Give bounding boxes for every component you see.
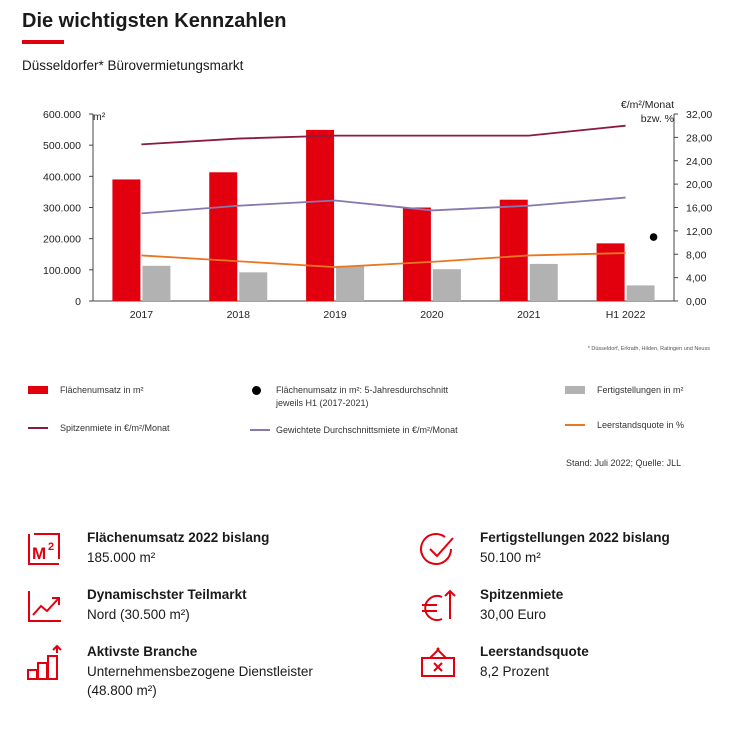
x-tick-label: 2018 xyxy=(227,309,251,321)
legend-label-line2: jeweils H1 (2017-2021) xyxy=(276,398,369,408)
left-tick-label: 600.000 xyxy=(43,109,81,121)
legend-durchschnittsmiete: Gewichtete Durchschnittsmiete in €/m²/Mo… xyxy=(250,424,510,438)
bar-flaechenumsatz xyxy=(402,207,431,301)
legend-swatch-gray-bar xyxy=(565,386,585,394)
legend-label-line1: Flächenumsatz in m²: 5-Jahresdurchschnit… xyxy=(276,385,449,395)
bar-flaechenumsatz xyxy=(596,243,625,301)
svg-text:2: 2 xyxy=(48,541,54,553)
x-tick-label: 2020 xyxy=(420,309,444,321)
bar-fertigstellungen xyxy=(142,265,171,301)
euro-up-icon xyxy=(422,589,456,621)
kpi-title: Leerstandsquote xyxy=(480,644,589,659)
left-tick-label: 200.000 xyxy=(43,234,81,246)
left-tick-label: 400.000 xyxy=(43,171,81,183)
legend-swatch-line xyxy=(565,424,585,426)
line-spitzenmiete xyxy=(141,124,626,146)
page-title: Die wichtigsten Kennzahlen xyxy=(22,10,287,32)
source-note: Stand: Juli 2022; Quelle: JLL xyxy=(566,458,682,468)
right-tick-label: 4,00 xyxy=(686,273,707,285)
chart-tick-labels: 0 100.000 200.000 300.000 400.000 500.000 600.… xyxy=(43,109,712,321)
kpi-value-line2: (48.800 m²) xyxy=(87,683,157,698)
bar-flaechenumsatz xyxy=(209,172,238,301)
legend-leerstandsquote: Leerstandsquote in % xyxy=(565,419,735,433)
legend-swatch-line xyxy=(28,427,48,429)
legend-label: Spitzenmiete in €/m²/Monat xyxy=(60,423,170,433)
kpi-flaechenumsatz: M 2 Flächenumsatz 2022 bislang 185.000 m… xyxy=(25,530,355,574)
kpi-teilmarkt: Dynamischster Teilmarkt Nord (30.500 m²) xyxy=(25,587,355,631)
kpi-title: Dynamischster Teilmarkt xyxy=(87,587,247,602)
bar-fertigstellungen xyxy=(239,272,268,301)
x-tick-label: 2019 xyxy=(323,309,347,321)
chart-axes xyxy=(89,113,678,302)
kpi-title: Flächenumsatz 2022 bislang xyxy=(87,530,270,545)
right-tick-label: 8,00 xyxy=(686,249,707,261)
left-tick-label: 300.000 xyxy=(43,203,81,215)
x-tick-label: 2021 xyxy=(517,309,541,321)
vacancy-sign-icon xyxy=(421,647,455,677)
legend-fertigstellungen: Fertigstellungen in m² xyxy=(565,384,735,398)
kpi-title: Fertigstellungen 2022 bislang xyxy=(480,530,670,545)
checkmark-circle-icon xyxy=(420,533,454,565)
page-subtitle: Düsseldorfer* Bürovermietungsmarkt xyxy=(22,58,244,73)
legend-swatch-black-dot xyxy=(252,386,261,395)
line-durchschnittsmiete xyxy=(141,196,626,215)
kpi-fertigstellungen: Fertigstellungen 2022 bislang 50.100 m² xyxy=(418,530,718,574)
legend-swatch-line xyxy=(250,429,270,431)
kpi-spitzenmiete: Spitzenmiete 30,00 Euro xyxy=(418,587,718,631)
chart-bars xyxy=(112,129,655,301)
kpi-branche: Aktivste Branche Unternehmensbezogene Di… xyxy=(25,644,365,704)
line-leerstandsquote xyxy=(141,252,626,269)
office-market-chart: 0 100.000 200.000 300.000 400.000 500.000 600.… xyxy=(43,99,712,352)
legend-swatch-red-bar xyxy=(28,386,48,394)
left-tick-label: 100.000 xyxy=(43,265,81,277)
kpi-value: 8,2 Prozent xyxy=(480,664,550,679)
kpi-title: Spitzenmiete xyxy=(480,587,564,602)
trend-up-icon xyxy=(28,591,61,622)
right-tick-label: 0,00 xyxy=(686,296,707,308)
bar-fertigstellungen xyxy=(432,269,461,301)
kpi-title: Aktivste Branche xyxy=(87,644,198,659)
right-tick-label: 16,00 xyxy=(686,203,712,215)
point-fuenfjahresdurchschnitt xyxy=(649,233,658,241)
legend-label: Leerstandsquote in % xyxy=(597,420,685,430)
legend-label: Flächenumsatz in m² xyxy=(60,385,144,395)
legend-fuenfjahresdurchschnitt: Flächenumsatz in m²: 5-Jahresdurchschnit… xyxy=(250,384,510,412)
legend-label: Gewichtete Durchschnittsmiete in €/m²/Mo… xyxy=(276,425,458,435)
kpi-value: 185.000 m² xyxy=(87,550,156,565)
kpi-value: Nord (30.500 m²) xyxy=(87,607,190,622)
left-axis-unit: m² xyxy=(93,111,106,123)
right-tick-label: 24,00 xyxy=(686,156,712,168)
legend-flaechenumsatz: Flächenumsatz in m² xyxy=(28,384,228,398)
right-axis-unit-line1: €/m²/Monat xyxy=(621,99,674,111)
x-tick-label: H1 2022 xyxy=(606,309,646,321)
bar-fertigstellungen xyxy=(626,285,655,301)
bar-fertigstellungen xyxy=(336,265,365,301)
chart-lines xyxy=(141,124,658,269)
bar-growth-icon xyxy=(27,644,62,680)
left-tick-label: 0 xyxy=(75,296,81,308)
title-accent-bar xyxy=(22,40,64,44)
bar-flaechenumsatz xyxy=(306,129,335,301)
right-tick-label: 32,00 xyxy=(686,109,712,121)
right-tick-label: 20,00 xyxy=(686,179,712,191)
x-tick-label: 2017 xyxy=(130,309,154,321)
kpi-value: 30,00 Euro xyxy=(480,607,547,622)
kpi-value: 50.100 m² xyxy=(480,550,541,565)
chart-footnote: * Düsseldorf, Erkrath, Hilden, Ratingen … xyxy=(588,346,711,352)
svg-text:M: M xyxy=(32,544,46,563)
right-tick-label: 12,00 xyxy=(686,226,712,238)
bar-fertigstellungen xyxy=(529,263,558,301)
right-axis-unit-line2: bzw. % xyxy=(641,113,674,125)
bar-flaechenumsatz xyxy=(112,179,141,301)
kpi-leerstandsquote: Leerstandsquote 8,2 Prozent xyxy=(418,644,718,688)
bar-flaechenumsatz xyxy=(499,199,528,301)
legend-spitzenmiete: Spitzenmiete in €/m²/Monat xyxy=(28,422,228,436)
kpi-value: Unternehmensbezogene Dienstleister xyxy=(87,664,313,679)
right-tick-label: 28,00 xyxy=(686,132,712,144)
left-tick-label: 500.000 xyxy=(43,140,81,152)
legend-label: Fertigstellungen in m² xyxy=(597,385,684,395)
m2-icon: M 2 xyxy=(28,533,60,565)
